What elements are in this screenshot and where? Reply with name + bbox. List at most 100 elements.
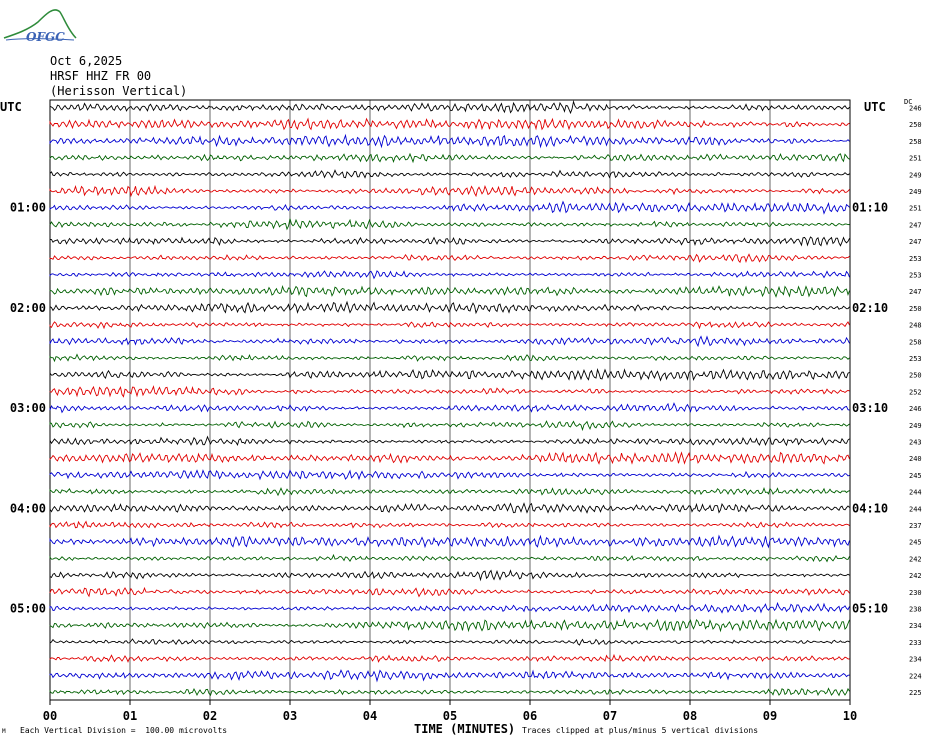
right-hour-label: 02:10 <box>852 301 888 315</box>
x-tick-label: 00 <box>43 709 57 723</box>
dc-offset-label: 258 <box>909 338 922 346</box>
seismic-trace <box>49 117 850 131</box>
seismic-trace <box>49 169 850 179</box>
seismic-trace <box>49 553 850 563</box>
seismic-trace <box>49 270 850 280</box>
station-label: HRSF HHZ FR 00 <box>50 69 152 83</box>
left-hour-label: 02:00 <box>10 301 46 315</box>
seismic-trace <box>49 451 850 465</box>
dc-offset-label: 224 <box>909 672 922 680</box>
x-tick-label: 02 <box>203 709 217 723</box>
dc-offset-label: 245 <box>909 472 922 480</box>
x-tick-label: 09 <box>763 709 777 723</box>
dc-offset-label: 238 <box>909 606 922 614</box>
dc-offset-label: 230 <box>909 589 922 597</box>
left-hour-label: 04:00 <box>10 501 46 515</box>
ofgc-logo: OFGC <box>3 9 77 44</box>
seismic-trace <box>49 300 850 315</box>
dc-offset-label: 249 <box>909 171 922 179</box>
seismic-trace <box>49 385 850 398</box>
seismic-trace <box>49 586 850 598</box>
dc-offset-label: 251 <box>909 155 922 163</box>
dc-offset-label: 247 <box>909 288 922 296</box>
seismic-trace <box>49 253 850 264</box>
dc-offset-label: 246 <box>909 405 922 413</box>
x-tick-label: 06 <box>523 709 537 723</box>
x-tick-label: 05 <box>443 709 457 723</box>
dc-offset-label: 249 <box>909 422 922 430</box>
dc-offset-label: 245 <box>909 539 922 547</box>
x-tick-label: 07 <box>603 709 617 723</box>
dc-offset-label: 248 <box>909 322 922 330</box>
x-tick-label: 08 <box>683 709 697 723</box>
right-hour-label: 03:10 <box>852 401 888 415</box>
seismic-trace <box>49 200 850 215</box>
seismic-trace <box>49 184 850 198</box>
dc-offset-label: 244 <box>909 505 922 513</box>
dc-offset-label: 253 <box>909 355 922 363</box>
dc-offset-label: 251 <box>909 205 922 213</box>
corner-mark: M <box>2 728 6 735</box>
seismic-trace <box>49 520 850 529</box>
x-tick-label: 04 <box>363 709 377 723</box>
dc-offset-label: 234 <box>909 622 922 630</box>
seismic-trace <box>49 152 850 164</box>
dc-label: DC <box>904 98 913 106</box>
logo-text: OFGC <box>26 30 65 44</box>
seismic-trace <box>49 534 850 549</box>
seismic-trace <box>49 402 850 414</box>
dc-offset-label: 253 <box>909 255 922 263</box>
seismic-trace <box>49 601 850 614</box>
x-tick-label: 10 <box>843 709 857 723</box>
seismic-trace <box>49 285 850 298</box>
dc-offset-label: 250 <box>909 305 922 313</box>
seismic-trace <box>49 435 850 447</box>
right-utc-title: UTC <box>864 100 886 114</box>
right-hour-label: 04:10 <box>852 501 888 515</box>
seismic-trace <box>49 669 850 683</box>
dc-offset-label: 252 <box>909 388 922 396</box>
left-hour-label: 03:00 <box>10 401 46 415</box>
clip-note: Traces clipped at plus/minus 5 vertical … <box>522 726 759 735</box>
seismic-trace <box>49 469 850 481</box>
seismic-trace <box>49 99 850 115</box>
date-label: Oct 6,2025 <box>50 54 123 68</box>
seismic-trace <box>49 367 850 382</box>
dc-offset-label: 237 <box>909 522 922 530</box>
dc-offset-label: 225 <box>909 689 922 697</box>
x-tick-label: 03 <box>283 709 297 723</box>
seismic-trace <box>49 687 850 697</box>
seismic-trace <box>49 133 850 149</box>
scale-note: Each Vertical Division = 100.00 microvol… <box>20 726 228 735</box>
dc-offset-label: 234 <box>909 656 922 664</box>
seismic-trace <box>49 420 850 432</box>
dc-offset-label: 242 <box>909 555 922 563</box>
right-hour-label: 01:10 <box>852 201 888 215</box>
seismic-trace <box>49 653 850 663</box>
dc-offset-label: 243 <box>909 439 922 447</box>
seismic-trace <box>49 638 850 646</box>
dc-offset-label: 258 <box>909 138 922 146</box>
seismic-trace <box>49 502 850 514</box>
left-hour-label: 05:00 <box>10 602 46 616</box>
dc-offset-label: 253 <box>909 272 922 280</box>
seismic-trace <box>49 486 850 497</box>
dc-offset-label: 247 <box>909 221 922 229</box>
x-tick-label: 01 <box>123 709 137 723</box>
dc-offset-label: 247 <box>909 238 922 246</box>
location-label: (Herisson Vertical) <box>50 84 188 98</box>
seismic-trace <box>49 321 850 330</box>
dc-offset-label: 249 <box>909 188 922 196</box>
dc-offset-label: 246 <box>909 105 922 113</box>
dc-offset-label: 240 <box>909 455 922 463</box>
x-axis-title: TIME (MINUTES) <box>414 722 516 736</box>
seismic-trace <box>49 236 850 247</box>
seismic-trace <box>49 218 850 231</box>
seismic-trace <box>49 335 850 348</box>
dc-offset-label: 242 <box>909 572 922 580</box>
dc-offset-label: 233 <box>909 639 922 647</box>
dc-offset-label: 250 <box>909 372 922 380</box>
dc-offset-label: 250 <box>909 121 922 129</box>
seismic-trace <box>49 569 850 582</box>
